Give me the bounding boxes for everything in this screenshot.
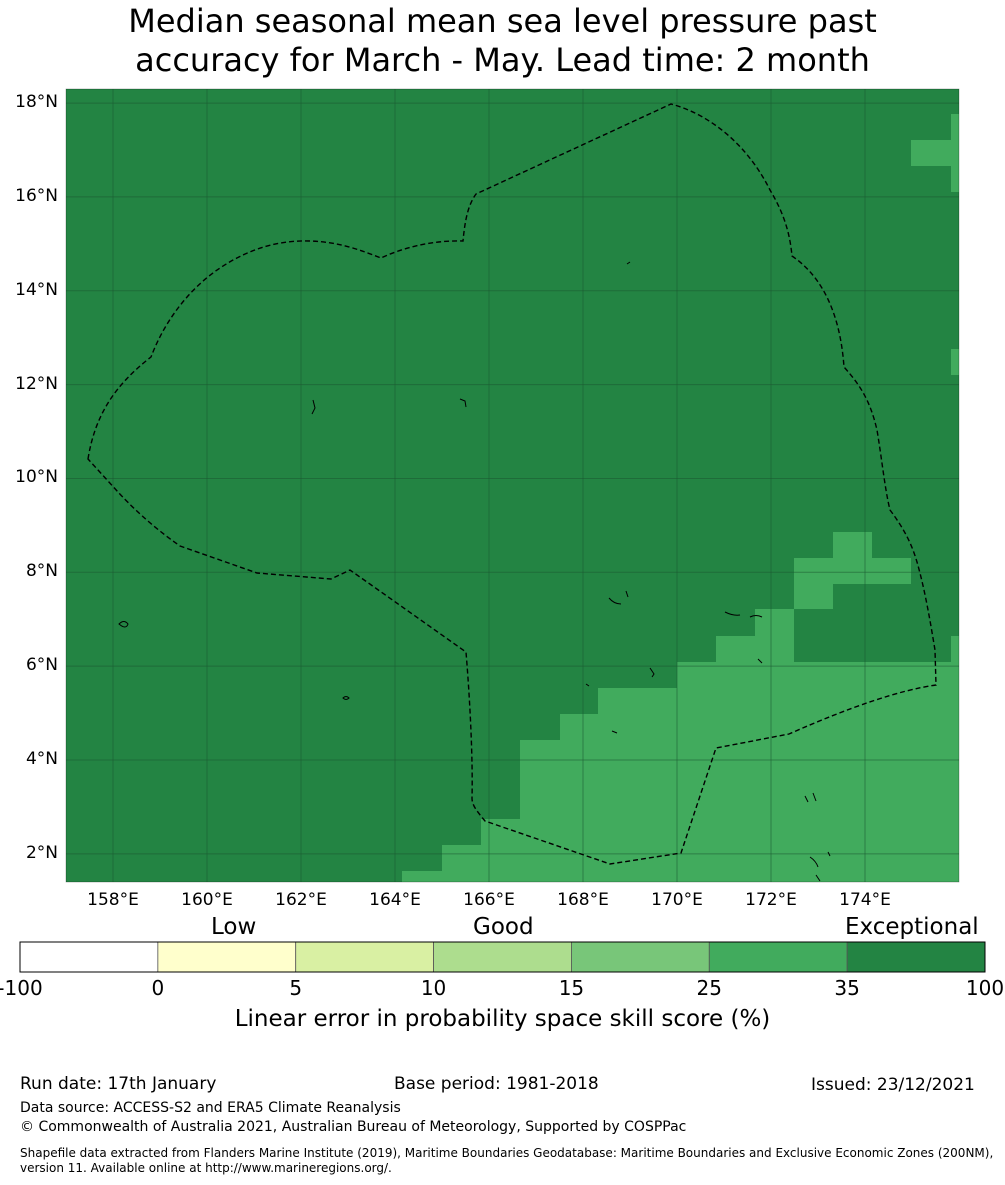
- colorbar-frame: [19, 941, 986, 973]
- latitude-label: 6°N: [25, 655, 58, 676]
- skill-region-25-35-ne-1: [911, 140, 951, 166]
- colorbar-tick: 35: [834, 976, 860, 1000]
- colorbar-tick: 100: [965, 976, 1005, 1000]
- colorbar-tick: 0: [151, 976, 165, 1000]
- longitude-label: 166°E: [463, 890, 515, 910]
- longitude-label: 170°E: [651, 890, 703, 910]
- latitude-label: 14°N: [15, 279, 58, 300]
- longitude-label: 174°E: [839, 890, 891, 910]
- latitude-label: 12°N: [15, 373, 58, 394]
- colorbar-tick: 15: [558, 976, 585, 1000]
- skill-field: [66, 89, 959, 882]
- colorbar-label: Linear error in probability space skill …: [234, 1006, 771, 1032]
- copyright: © Commonwealth of Australia 2021, Austra…: [20, 1119, 687, 1135]
- colorbar-segment: [19, 941, 159, 973]
- colorbar-segment: [571, 941, 710, 973]
- colorbar-tick: -100: [0, 976, 43, 1000]
- map-title: Median seasonal mean sea level pressure …: [0, 2, 1005, 80]
- issued-date: Issued: 23/12/2021: [811, 1075, 975, 1095]
- eez-boundary: [87, 103, 937, 865]
- island-outlines: [118, 261, 831, 882]
- shapefile-credit-line-2: version 11. Available online at http://w…: [20, 1161, 392, 1175]
- base-period: Base period: 1981-2018: [394, 1074, 599, 1094]
- latitude-label: 2°N: [25, 842, 58, 863]
- skill-region-25-35-ne-3: [951, 349, 959, 375]
- run-date: Run date: 17th January: [20, 1074, 217, 1094]
- shapefile-credit: Shapefile data extracted from Flanders M…: [20, 1146, 993, 1176]
- colorbar-segment: [708, 941, 848, 973]
- colorbar-segment: [295, 941, 434, 973]
- longitude-label: 172°E: [745, 890, 797, 910]
- latitude-label: 10°N: [15, 467, 58, 488]
- latitude-label: 16°N: [15, 185, 58, 206]
- latitude-label: 18°N: [15, 92, 58, 113]
- title-line-2: accuracy for March - May. Lead time: 2 m…: [135, 41, 870, 79]
- colorbar-tick: 5: [289, 976, 303, 1000]
- title-line-1: Median seasonal mean sea level pressure …: [128, 2, 877, 40]
- colorbar-segment: [157, 941, 297, 973]
- longitude-label: 158°E: [87, 890, 139, 910]
- colorbar-tick: 25: [696, 976, 722, 1000]
- category-good-label: Good: [473, 914, 534, 940]
- map-frame: [65, 88, 960, 883]
- latitude-label: 4°N: [25, 749, 58, 769]
- latitude-label: 8°N: [25, 561, 58, 582]
- longitude-label: 160°E: [181, 890, 233, 910]
- category-exceptional-label: Exceptional: [845, 914, 979, 940]
- skill-region-25-35-ne-2: [951, 114, 959, 192]
- longitude-label: 168°E: [557, 890, 609, 910]
- data-source: Data source: ACCESS-S2 and ERA5 Climate …: [20, 1100, 401, 1116]
- category-low-label: Low: [211, 914, 257, 940]
- shapefile-credit-line-1: Shapefile data extracted from Flanders M…: [20, 1146, 994, 1160]
- skill-region-25-35-south: [402, 532, 959, 882]
- colorbar-tick: 10: [420, 976, 447, 1000]
- longitude-label: 162°E: [275, 890, 327, 910]
- graticule: [66, 89, 959, 882]
- colorbar-segment: [846, 941, 986, 973]
- longitude-label: 164°E: [369, 890, 421, 910]
- colorbar-segment: [433, 941, 572, 973]
